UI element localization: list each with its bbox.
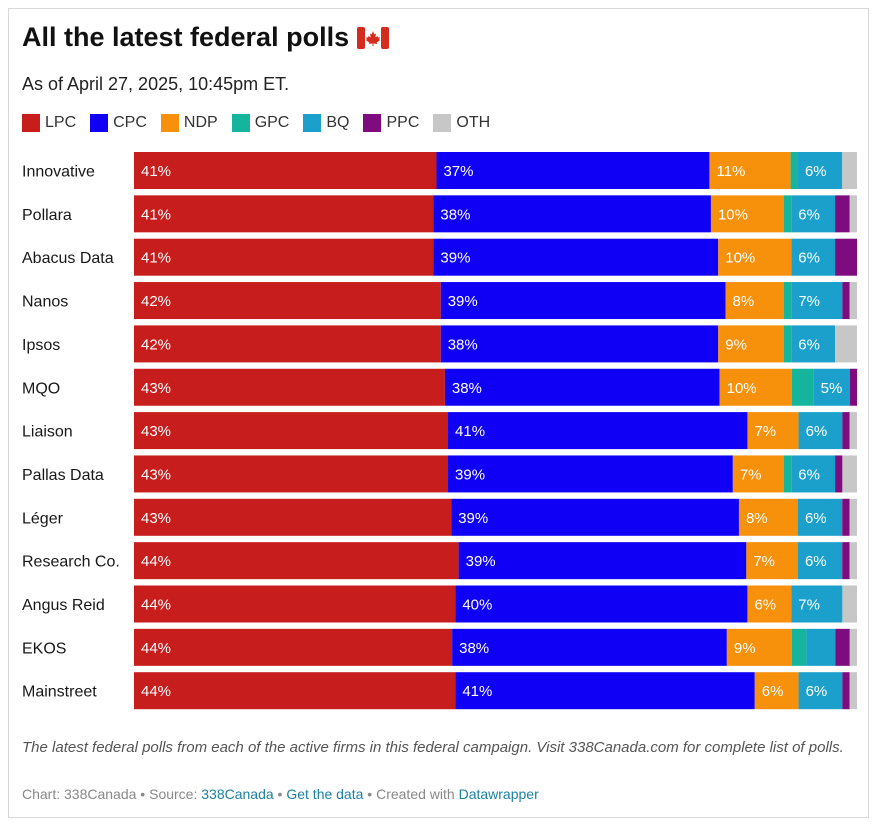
legend-swatch-bq — [303, 114, 322, 132]
legend-item-bq: BQ — [303, 114, 349, 132]
legend-item-cpc: CPC — [90, 114, 147, 132]
footer-source-separator: • Source: — [136, 786, 202, 802]
legend-swatch-ppc — [363, 114, 382, 132]
chart-footer: Chart: 338Canada • Source: 338Canada • G… — [22, 786, 539, 802]
legend-label-bq: BQ — [326, 114, 350, 131]
legend-label-ndp: NDP — [183, 114, 218, 131]
source-link[interactable]: 338Canada — [201, 786, 274, 802]
chart-legend: LPC CPC NDP GPC BQ PPC OTH — [22, 114, 490, 132]
legend-item-ndp: NDP — [160, 114, 218, 132]
footer-separator: • — [273, 786, 287, 802]
datawrapper-link[interactable]: Datawrapper — [458, 786, 539, 802]
chart-notes: The latest federal polls from each of th… — [22, 739, 844, 756]
chart-title: All the latest federal polls — [22, 22, 350, 52]
canada-flag-icon — [357, 26, 390, 49]
legend-label-ppc: PPC — [386, 114, 420, 131]
legend-item-lpc: LPC — [22, 114, 76, 132]
legend-swatch-gpc — [231, 114, 250, 132]
legend-item-ppc: PPC — [363, 114, 419, 132]
legend-label-lpc: LPC — [45, 114, 77, 131]
legend-label-gpc: GPC — [254, 114, 290, 131]
legend-label-oth: OTH — [456, 114, 491, 131]
chart-subtitle: As of April 27, 2025, 10:45pm ET. — [22, 74, 290, 94]
chart-title-row: All the latest federal polls — [22, 22, 390, 53]
get-the-data-link[interactable]: Get the data — [286, 786, 364, 802]
legend-item-gpc: GPC — [231, 114, 290, 132]
legend-swatch-oth — [433, 114, 452, 132]
legend-label-cpc: CPC — [113, 114, 147, 131]
footer-created-separator: • Created with — [363, 786, 459, 802]
legend-swatch-cpc — [90, 114, 109, 132]
footer-chart-credit: Chart: 338Canada — [22, 786, 137, 802]
legend-swatch-ndp — [160, 114, 179, 132]
legend-item-oth: OTH — [433, 114, 490, 132]
legend-swatch-lpc — [22, 114, 40, 132]
